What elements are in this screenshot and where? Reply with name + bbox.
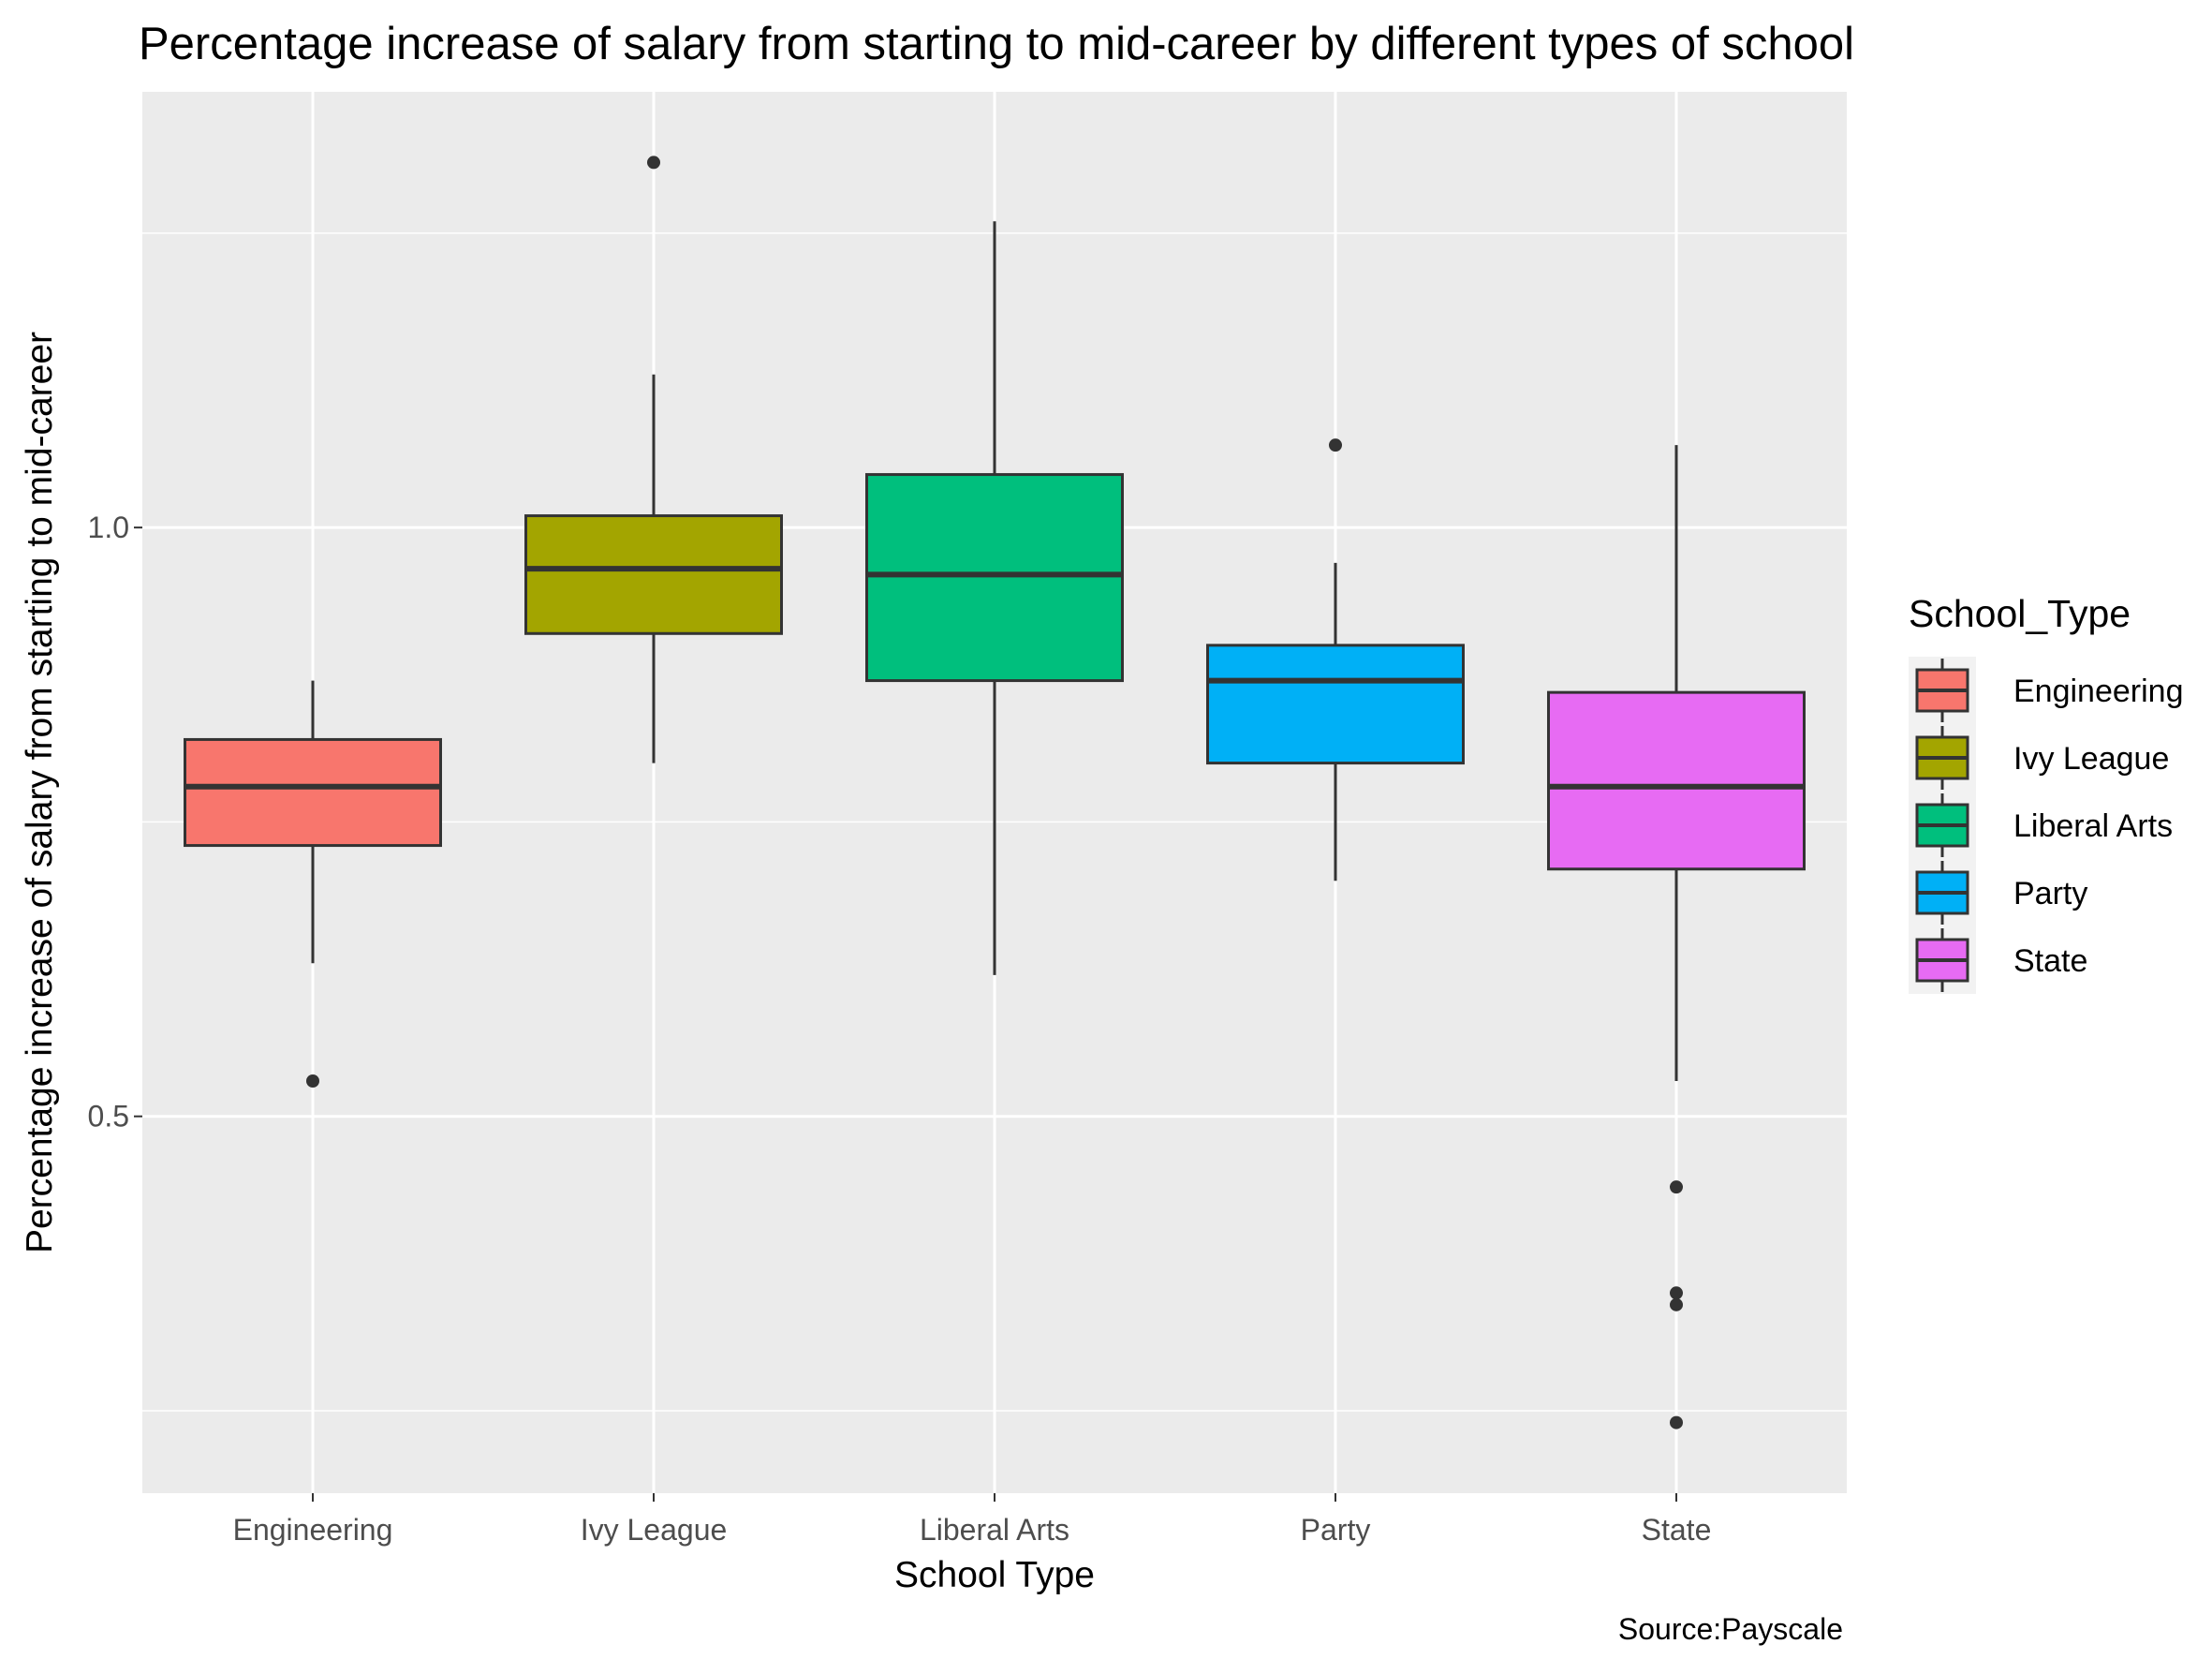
box-state bbox=[1547, 445, 1806, 1429]
outlier-point bbox=[1670, 1180, 1683, 1194]
legend-item-state: State bbox=[1909, 926, 2087, 994]
chart-title: Percentage increase of salary from start… bbox=[139, 19, 1854, 69]
box-body bbox=[184, 737, 442, 848]
legend-item-liberal-arts: Liberal Arts bbox=[1909, 792, 2173, 859]
x-tick-label: State bbox=[1642, 1513, 1712, 1547]
legend-label: Liberal Arts bbox=[2013, 808, 2173, 844]
box-body bbox=[865, 473, 1124, 683]
outlier-point bbox=[1329, 438, 1342, 452]
box-body bbox=[1206, 644, 1465, 765]
y-tick-label: 1.0 bbox=[88, 511, 129, 544]
source-caption: Source:Payscale bbox=[1618, 1612, 1843, 1646]
x-axis-title: School Type bbox=[894, 1555, 1095, 1595]
legend: School_Type Engineering Ivy League Liberal… bbox=[1909, 592, 2183, 994]
legend-item-engineering: Engineering bbox=[1909, 657, 2183, 724]
x-tick-label: Engineering bbox=[233, 1513, 393, 1547]
x-tick-label: Party bbox=[1301, 1513, 1371, 1547]
legend-label: Ivy League bbox=[2013, 741, 2169, 777]
legend-label: State bbox=[2013, 943, 2087, 979]
x-axis: Engineering Ivy League Liberal Arts Party St… bbox=[233, 1493, 1712, 1547]
y-axis: 0.5 1.0 bbox=[88, 511, 142, 1133]
outlier-point bbox=[1670, 1415, 1683, 1429]
y-axis-title: Percentage increase of salary from start… bbox=[20, 332, 60, 1253]
box-engineering bbox=[184, 680, 442, 1088]
box-liberal-arts bbox=[865, 221, 1124, 975]
box-body bbox=[524, 514, 783, 635]
outlier-point bbox=[1670, 1297, 1683, 1311]
box-body bbox=[1547, 690, 1806, 871]
box-series bbox=[184, 156, 1806, 1429]
outlier-point bbox=[1670, 1286, 1683, 1300]
legend-label: Party bbox=[2013, 876, 2087, 911]
box-ivy-league bbox=[524, 156, 783, 763]
legend-label: Engineering bbox=[2013, 674, 2183, 709]
y-tick-label: 0.5 bbox=[88, 1100, 129, 1133]
box-party bbox=[1206, 438, 1465, 881]
legend-item-ivy-league: Ivy League bbox=[1909, 724, 2169, 792]
x-tick-label: Liberal Arts bbox=[920, 1513, 1069, 1547]
outlier-point bbox=[306, 1074, 319, 1088]
x-tick-label: Ivy League bbox=[581, 1513, 728, 1547]
legend-title: School_Type bbox=[1909, 592, 2131, 635]
legend-item-party: Party bbox=[1909, 859, 2087, 926]
outlier-point bbox=[647, 156, 660, 170]
